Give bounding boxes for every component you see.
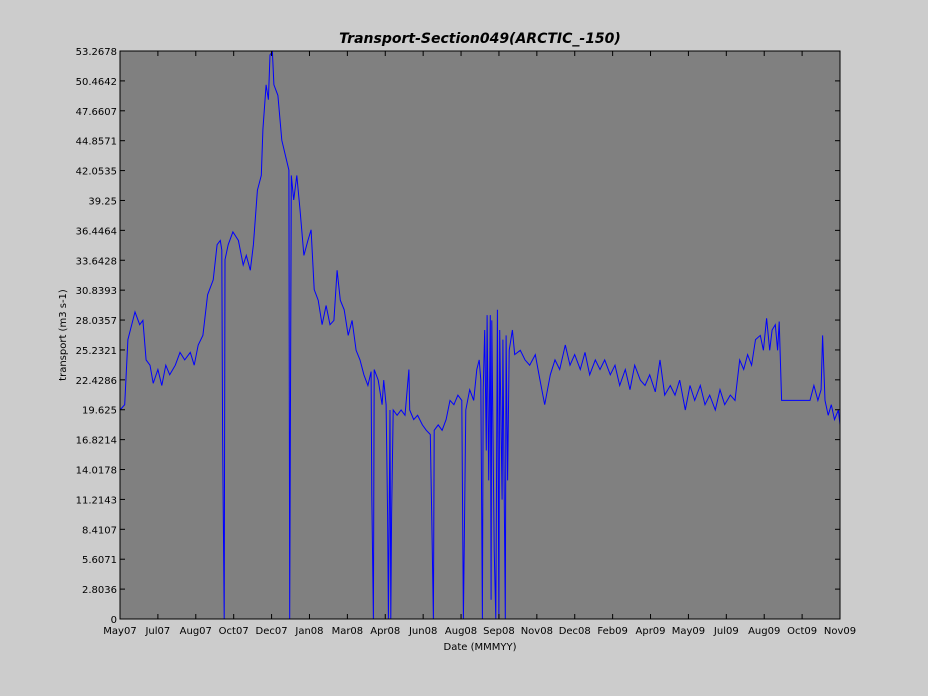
y-tick-label: 53.2678	[76, 47, 117, 58]
y-tick-label: 16.8214	[76, 436, 117, 447]
y-tick-label: 22.4286	[76, 376, 117, 387]
y-tick-label: 11.2143	[76, 495, 117, 506]
x-tick-label: Nov08	[521, 626, 553, 637]
x-tick-label: Dec07	[256, 626, 288, 637]
x-tick-label: Jul09	[713, 626, 739, 637]
y-tick-label: 33.6428	[76, 256, 117, 267]
y-tick-label: 42.0535	[76, 167, 117, 178]
y-tick-label: 2.8036	[82, 585, 117, 596]
x-tick-label: May07	[103, 626, 136, 637]
y-tick-label: 44.8571	[76, 137, 117, 148]
y-tick-label: 8.4107	[82, 525, 117, 536]
x-tick-label: Feb09	[597, 626, 627, 637]
x-tick-label: Apr08	[370, 626, 400, 637]
x-tick-label: Aug09	[748, 626, 780, 637]
x-tick-label: Jan08	[294, 626, 323, 637]
y-tick-label: 19.625	[82, 406, 117, 417]
y-tick-label: 39.25	[88, 196, 117, 207]
y-tick-label: 36.4464	[76, 226, 117, 237]
y-tick-label: 28.0357	[76, 316, 117, 327]
x-tick-label: Dec08	[559, 626, 591, 637]
chart-title: Transport-Section049(ARCTIC_-150)	[339, 31, 621, 47]
y-tick-label: 5.6071	[82, 555, 117, 566]
y-tick-label: 30.8393	[76, 286, 117, 297]
plot-area	[120, 51, 840, 619]
y-tick-label: 14.0178	[76, 466, 117, 477]
data-line	[119, 50, 841, 620]
x-tick-label: Aug07	[180, 626, 212, 637]
y-axis-label: transport (m3 s-1)	[58, 289, 69, 381]
x-tick-label: Oct07	[219, 626, 249, 637]
x-tick-label: Nov09	[824, 626, 856, 637]
x-axis-label: Date (MMMYY)	[444, 642, 517, 653]
x-tick-label: Mar08	[332, 626, 364, 637]
x-tick-label: Oct09	[787, 626, 817, 637]
y-tick-label: 47.6607	[76, 107, 117, 118]
y-tick-label: 0	[111, 615, 117, 626]
x-tick-label: Jun08	[408, 626, 437, 637]
y-tick-label: 25.2321	[76, 346, 117, 357]
x-tick-label: Jul07	[144, 626, 170, 637]
x-tick-label: May09	[672, 626, 705, 637]
x-tick-label: Apr09	[636, 626, 666, 637]
y-tick-label: 50.4642	[76, 77, 117, 88]
x-tick-label: Sep08	[483, 626, 515, 637]
x-tick-label: Aug08	[445, 626, 477, 637]
axes-box	[119, 50, 841, 620]
